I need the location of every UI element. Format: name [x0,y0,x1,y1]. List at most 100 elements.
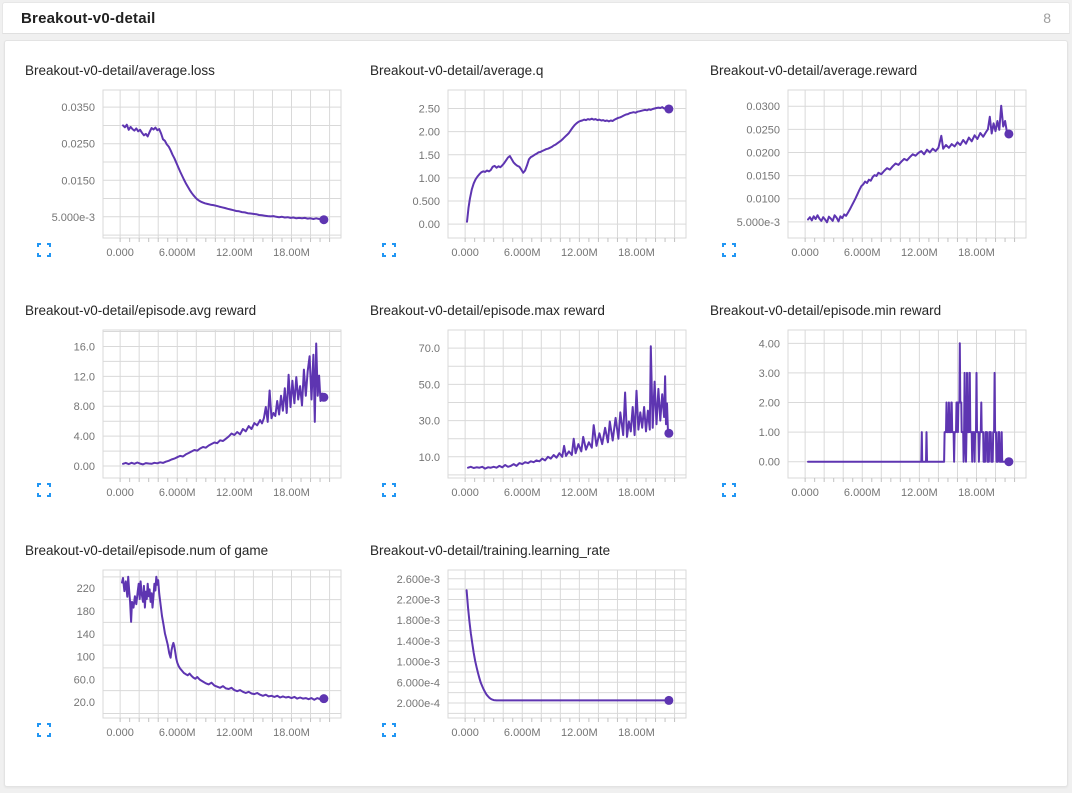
y-tick-label: 3.00 [759,368,780,380]
x-tick-label: 0.000 [451,247,479,259]
y-tick-label: 2.600e-3 [397,574,440,586]
chart-card: Breakout-v0-detail/average.loss 0.0350 0.… [23,63,368,281]
chart-title: Breakout-v0-detail/average.loss [25,63,215,78]
chart-plot-area[interactable]: 0.0350 0.0250 0.0150 5.000e-3 0.000 6.000M 12.… [23,88,368,271]
x-tick-label: 0.000 [451,727,479,739]
x-tick-label: 18.00M [958,247,995,259]
x-tick-label: 18.00M [273,247,310,259]
expand-icon[interactable] [382,243,396,257]
x-tick-label: 18.00M [618,487,655,499]
y-tick-label: 1.800e-3 [397,615,440,627]
chart-plot-area[interactable]: 2.50 2.00 1.50 1.00 0.500 0.00 0.000 6.000M 12.0… [368,88,708,271]
series-line [121,575,325,701]
x-tick-label: 0.000 [791,247,819,259]
y-tick-label: 0.00 [759,457,780,469]
expand-icon[interactable] [382,723,396,737]
x-tick-label: 6.000M [159,247,196,259]
x-tick-label: 6.000M [844,247,881,259]
y-tick-label: 1.400e-3 [397,636,440,648]
y-tick-label: 4.00 [759,338,780,350]
x-tick-label: 18.00M [273,487,310,499]
y-tick-label: 0.0250 [61,139,95,151]
category-header[interactable]: Breakout-v0-detail 8 [2,2,1070,34]
x-tick-label: 12.00M [901,247,938,259]
expand-icon[interactable] [722,483,736,497]
expand-icon[interactable] [382,483,396,497]
expand-icon[interactable] [37,483,51,497]
chart-plot-area[interactable]: 220 180 140 100 60.0 20.0 0.000 6.000M 12.00M 18.… [23,568,368,751]
y-tick-label: 0.0250 [746,124,780,136]
expand-icon[interactable] [722,243,736,257]
chart-card: Breakout-v0-detail/average.q 2.50 2.00 1.5… [368,63,708,281]
y-tick-label: 0.0200 [746,147,780,159]
fullscreen-icon [37,483,51,497]
chart-plot-area[interactable]: 4.00 3.00 2.00 1.00 0.00 0.000 6.000M 12.00M 18.… [708,328,1053,511]
y-tick-label: 1.00 [419,173,440,185]
y-tick-label: 30.0 [419,416,440,428]
x-tick-label: 12.00M [561,727,598,739]
chart-title: Breakout-v0-detail/episode.min reward [710,303,942,318]
y-tick-label: 2.000e-4 [397,698,440,710]
y-tick-label: 0.0300 [746,101,780,113]
x-tick-label: 12.00M [216,247,253,259]
chart-canvas[interactable]: 4.00 3.00 2.00 1.00 0.00 0.000 6.000M 12.00M 18.… [708,328,1040,506]
chart-canvas[interactable]: 16.0 12.0 8.00 4.00 0.00 0.000 6.000M 12.00M 18.… [23,328,355,506]
y-tick-label: 180 [77,606,95,618]
chart-plot-area[interactable]: 16.0 12.0 8.00 4.00 0.00 0.000 6.000M 12.00M 18.… [23,328,368,511]
y-tick-label: 0.0350 [61,102,95,114]
x-tick-label: 12.00M [561,247,598,259]
last-point-dot [664,104,674,114]
fullscreen-icon [37,243,51,257]
category-title: Breakout-v0-detail [21,9,156,27]
y-tick-label: 0.0150 [746,171,780,183]
last-point-dot [319,215,329,225]
chart-canvas[interactable]: 2.600e-3 2.200e-3 1.800e-3 1.400e-3 1.000e-3… [368,568,700,746]
y-tick-label: 70.0 [419,343,440,355]
y-tick-label: 0.00 [419,219,440,231]
last-point-dot [1004,457,1014,467]
last-point-dot [1004,129,1014,139]
chart-card: Breakout-v0-detail/episode.num of game 2… [23,543,368,761]
chart-card: Breakout-v0-detail/training.learning_rat… [368,543,708,761]
y-tick-label: 2.50 [419,104,440,116]
y-tick-label: 220 [77,583,95,595]
x-tick-label: 12.00M [901,487,938,499]
chart-canvas[interactable]: 2.50 2.00 1.50 1.00 0.500 0.00 0.000 6.000M 12.0… [368,88,700,266]
fullscreen-icon [722,483,736,497]
chart-card: Breakout-v0-detail/episode.min reward 4.… [708,303,1053,521]
chart-title: Breakout-v0-detail/average.q [370,63,544,78]
chart-title: Breakout-v0-detail/average.reward [710,63,918,78]
chart-title: Breakout-v0-detail/episode.max reward [370,303,605,318]
expand-icon[interactable] [37,243,51,257]
x-tick-label: 6.000M [159,727,196,739]
chart-plot-area[interactable]: 2.600e-3 2.200e-3 1.800e-3 1.400e-3 1.000e-3… [368,568,708,751]
series-line [807,342,1010,463]
chart-canvas[interactable]: 70.0 50.0 30.0 10.0 0.000 6.000M 12.00M 18.00M [368,328,700,506]
y-tick-label: 6.000e-4 [397,677,440,689]
last-point-dot [319,392,329,402]
x-tick-label: 18.00M [273,727,310,739]
last-point-dot [664,695,674,705]
y-tick-label: 5.000e-3 [52,212,95,224]
chart-plot-area[interactable]: 0.0300 0.0250 0.0200 0.0150 0.0100 5.000e-3 0.… [708,88,1053,271]
last-point-dot [319,694,329,704]
series-line [466,106,670,223]
chart-canvas[interactable]: 0.0300 0.0250 0.0200 0.0150 0.0100 5.000e-3 0.… [708,88,1040,266]
last-point-dot [664,428,674,438]
y-tick-label: 2.00 [419,127,440,139]
y-tick-label: 0.500 [412,196,440,208]
expand-icon[interactable] [37,723,51,737]
fullscreen-icon [382,483,396,497]
series-line [465,589,670,702]
x-tick-label: 6.000M [504,487,541,499]
series-line [122,123,325,221]
y-tick-label: 1.50 [419,150,440,162]
chart-canvas[interactable]: 220 180 140 100 60.0 20.0 0.000 6.000M 12.00M 18.… [23,568,355,746]
x-tick-label: 0.000 [106,727,134,739]
chart-plot-area[interactable]: 70.0 50.0 30.0 10.0 0.000 6.000M 12.00M 18.00M [368,328,708,511]
y-tick-label: 60.0 [74,674,95,686]
chart-canvas[interactable]: 0.0350 0.0250 0.0150 5.000e-3 0.000 6.000M 12.… [23,88,355,266]
fullscreen-icon [722,243,736,257]
series-line [122,342,325,466]
x-tick-label: 18.00M [618,247,655,259]
